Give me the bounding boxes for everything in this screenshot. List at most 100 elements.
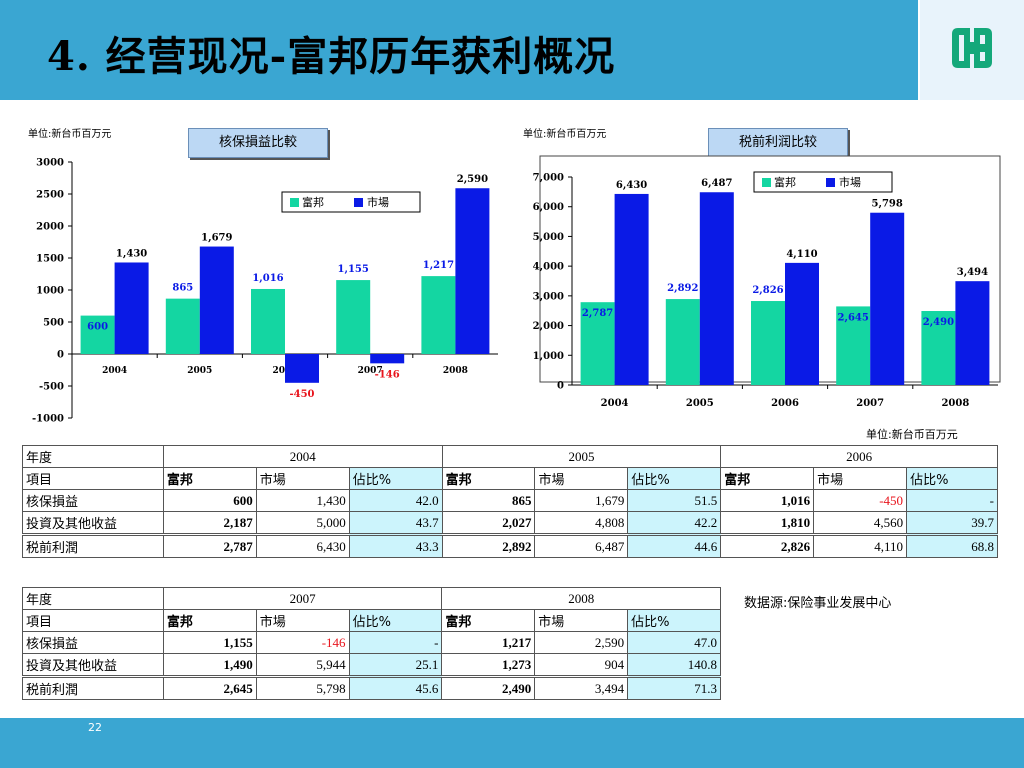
cell-fubon: 1,016 [720,489,815,512]
bar-fubon [421,276,456,354]
y-tick-label: 4,000 [533,262,564,273]
cell-share: 68.8 [906,533,998,558]
row-label: 投資及其他收益 [22,511,164,535]
subheader-fubon: 富邦 [441,467,536,490]
year-header: 2006 [720,445,998,468]
legend-label-fubon: 富邦 [774,175,796,189]
cell-share: 42.0 [348,489,443,512]
bar-market [699,192,734,385]
bar-fubon [580,302,615,385]
legend-swatch-fubon [290,198,299,207]
legend-box [753,171,893,193]
bar-fubon [336,280,371,354]
cell-fubon: 2,645 [162,675,257,700]
data-label-market: -450 [289,389,314,400]
cell-market: 4,808 [534,511,629,535]
year-header-row: 年度 2004 2005 2006 [22,445,998,468]
cell-share: 43.3 [348,533,443,558]
cell-fubon: 1,155 [162,631,257,654]
y-tick-label: 3,000 [533,291,564,302]
y-tick-label: 1500 [36,254,64,265]
cell-share: 47.0 [627,631,721,654]
year-label: 年度 [22,445,164,468]
data-label-market: 2,590 [457,174,488,185]
subheader-market: 市場 [255,467,350,490]
row-label: 税前利潤 [22,675,164,700]
legend-swatch-fubon [762,178,771,187]
data-label-fubon: 2,892 [667,283,698,294]
bar-fubon [921,311,956,385]
cell-market: 6,430 [255,533,350,558]
footer-bar [0,718,1024,768]
cell-market: 5,000 [255,511,350,535]
logo-area [920,0,1024,100]
x-category-label: 2008 [941,398,969,409]
cell-fubon: 2,892 [441,533,536,558]
bar-fubon [751,301,785,385]
cell-fubon: 1,273 [441,653,536,677]
bar-market [370,354,405,364]
bar-fubon [836,306,871,385]
cell-fubon: 600 [162,489,257,512]
x-category-label: 2008 [443,366,468,376]
bar-market [199,246,234,354]
chart2-title: 税前利润比较 [708,128,848,158]
x-category-label: 2007 [358,366,383,376]
x-category-label: 2004 [102,366,127,376]
cell-market: 6,487 [534,533,629,558]
y-tick-label: -500 [39,382,64,393]
cell-share: 45.6 [348,675,443,700]
chart2-pretax-profit: 7,000 6,000 5,000 4,000 3,000 2,000 1,000 0 2004… [533,155,1001,409]
bar-fubon [251,288,285,354]
year-header: 2005 [441,445,722,468]
cell-fubon: 2,027 [441,511,536,535]
row-label: 投資及其他收益 [22,653,164,677]
bar-market [114,262,149,354]
cell-market: 4,560 [813,511,908,535]
bar-market [285,354,319,383]
cell-market: 3,494 [534,675,629,700]
header-bar [0,0,918,100]
bar-market [955,281,990,385]
cell-share: 39.7 [906,511,998,535]
data-label-fubon: 2,645 [838,312,869,323]
y-tick-label: 1,000 [533,351,564,362]
subheader-share: 佔比% [627,467,722,490]
legend-label-market: 市場 [839,175,861,189]
table-row: 投資及其他收益 2,187 5,000 43.7 2,027 4,808 42.2 1,810… [22,511,998,535]
cell-fubon: 2,187 [162,511,257,535]
data-label-market: 3,494 [957,267,988,278]
data-label-market: 6,430 [616,180,647,191]
subheader-row: 項目 富邦 市場 佔比% 富邦 市場 佔比% [22,609,721,632]
data-label-fubon: 2,826 [752,285,783,296]
chart1-title: 核保損益比較 [188,128,328,158]
cell-share: 140.8 [627,653,721,677]
bar-fubon [665,299,700,385]
cell-share: 51.5 [627,489,722,512]
page-title: 4. 经营现况-富邦历年获利概况 [47,33,616,80]
cell-market: -450 [813,489,908,512]
bar-market [614,193,649,385]
cell-market: 2,590 [534,631,629,654]
table-row: 核保損益 1,155 -146-1,217 2,590 47.0 [22,631,721,654]
cell-market: 5,798 [255,675,350,700]
cell-fubon: 1,810 [720,511,815,535]
y-tick-label: 7,000 [533,173,564,184]
cell-market: 4,110 [813,533,908,558]
table-row: 核保損益 600 1,430 42.0 865 1,679 51.5 1,016 -450- [22,489,998,512]
y-tick-label: 2,000 [533,321,564,332]
subheader-fubon: 富邦 [162,609,257,632]
x-category-label: 2005 [187,366,212,376]
data-label-market: 4,110 [786,249,817,260]
y-tick-label: 500 [43,318,64,329]
y-tick-label: 0 [57,350,64,361]
legend-swatch-market [826,178,835,187]
subheader-fubon: 富邦 [441,609,536,632]
cell-market: 904 [534,653,629,677]
cell-share: 42.2 [627,511,722,535]
subheader-share: 佔比% [906,467,998,490]
bar-market [455,188,490,354]
y-tick-label: 0 [557,381,564,392]
y-tick-label: 2500 [36,190,64,201]
subheader-market: 市場 [534,609,629,632]
